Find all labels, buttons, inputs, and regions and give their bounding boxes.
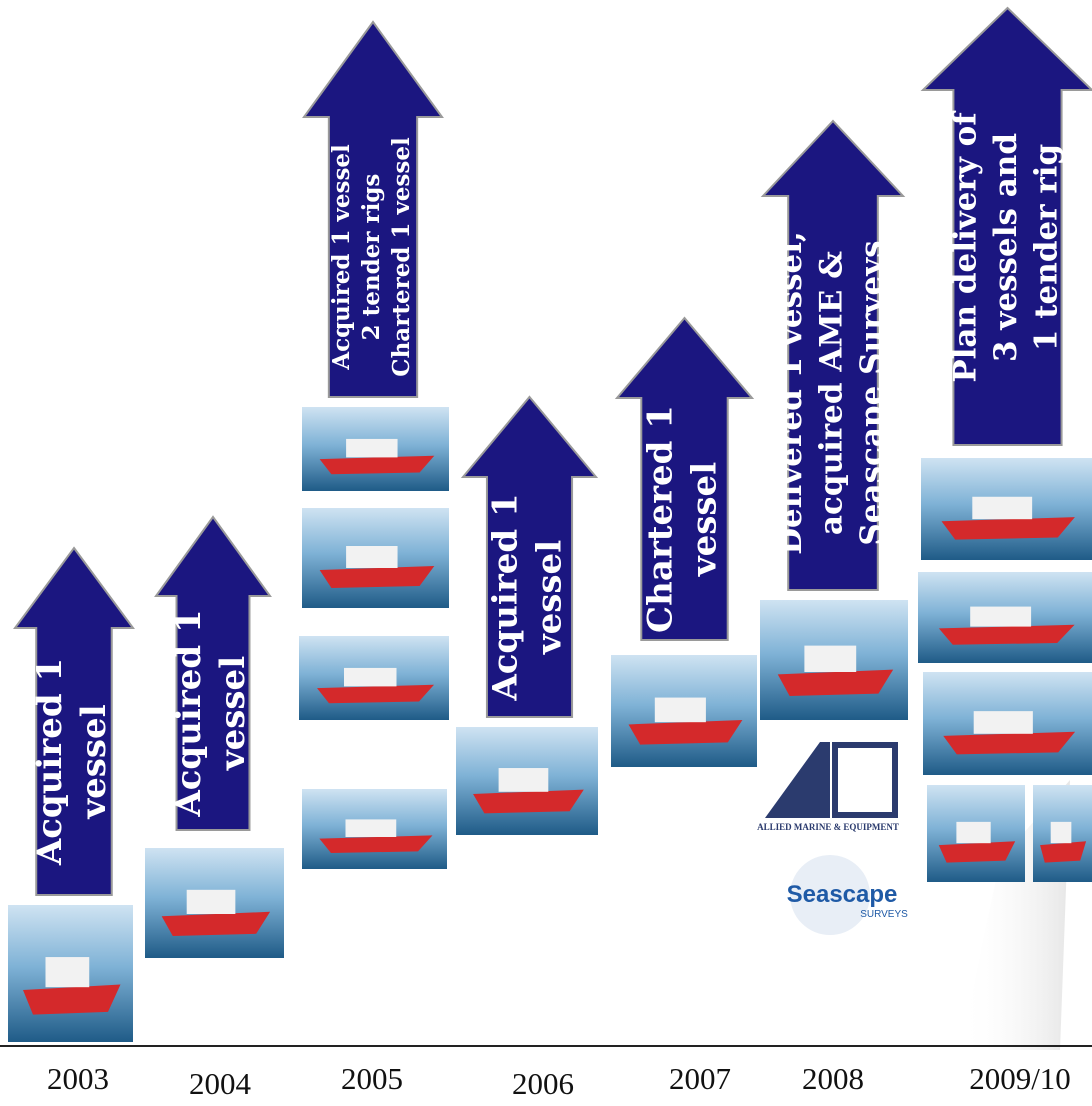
- photo-ship-deck: [346, 819, 397, 837]
- photo: [923, 672, 1092, 775]
- year-label: 2006: [512, 1066, 574, 1101]
- photo: [927, 785, 1025, 882]
- photo-ship-deck: [346, 439, 397, 457]
- photo-ship-deck: [346, 546, 397, 568]
- ame-caption: ALLIED MARINE & EQUIPMENT: [757, 822, 899, 832]
- photo-ship-deck: [46, 957, 90, 987]
- photo: [611, 655, 757, 767]
- milestone-text: Delivered 1 vessel,: [773, 231, 809, 555]
- milestone-text: vessel: [530, 540, 570, 655]
- milestone-text: vessel: [74, 704, 114, 819]
- photo-ship-deck: [956, 822, 990, 843]
- photo: [456, 727, 598, 835]
- milestone-text: Acquired 1 vessel: [328, 144, 355, 371]
- photo-ship-deck: [499, 768, 549, 792]
- milestone-text: vessel: [685, 462, 725, 577]
- photo: [302, 789, 447, 869]
- year-label: 2008: [802, 1061, 864, 1096]
- photo-ship-deck: [804, 646, 856, 672]
- year-label: 2007: [669, 1061, 731, 1096]
- photo: [145, 848, 284, 958]
- milestone-text: Acquired 1: [169, 609, 209, 817]
- ame-logo: ALLIED MARINE & EQUIPMENT: [757, 742, 899, 832]
- photo: [8, 905, 133, 1042]
- milestone-text: Acquired 1: [30, 658, 70, 866]
- milestone-text: 2 tender rigs: [358, 174, 385, 341]
- milestone-text: Seascape Surveys: [854, 240, 890, 545]
- milestone-text: Acquired 1: [485, 493, 525, 701]
- photo-ship-deck: [655, 698, 706, 723]
- seascape-name: Seascape: [787, 881, 898, 908]
- milestone-text: vessel: [213, 656, 253, 771]
- photo: [302, 407, 449, 491]
- photo-ship-deck: [1051, 822, 1072, 843]
- year-label: 2009/10: [969, 1061, 1071, 1096]
- milestone-text: Chartered 1: [640, 405, 680, 633]
- photo-ship-deck: [187, 890, 236, 914]
- photo-ship-deck: [344, 668, 397, 686]
- photo: [299, 636, 449, 720]
- photo-ship-deck: [972, 497, 1032, 519]
- year-label: 2003: [47, 1061, 109, 1096]
- photo: [302, 508, 449, 608]
- photo-ship-deck: [970, 607, 1031, 627]
- seascape-logo: Seascape SURVEYS: [787, 855, 909, 935]
- photo-ship-deck: [974, 711, 1033, 734]
- seascape-sub: SURVEYS: [860, 909, 908, 920]
- timeline: ALLIED MARINE & EQUIPMENT Seascape SURVE…: [0, 0, 1092, 1106]
- year-label: 2004: [189, 1066, 252, 1101]
- photo: [921, 458, 1092, 560]
- milestone-text: Plan delivery of: [948, 111, 984, 383]
- milestone-text: 1 tender rig: [1028, 144, 1064, 351]
- photo: [760, 600, 908, 720]
- milestone-text: 3 vessels and: [988, 133, 1024, 362]
- photo: [1033, 785, 1092, 882]
- year-label: 2005: [341, 1061, 403, 1096]
- milestone-text: acquired AME &: [814, 251, 850, 535]
- photo: [918, 572, 1092, 663]
- milestone-text: Chartered 1 vessel: [388, 137, 415, 377]
